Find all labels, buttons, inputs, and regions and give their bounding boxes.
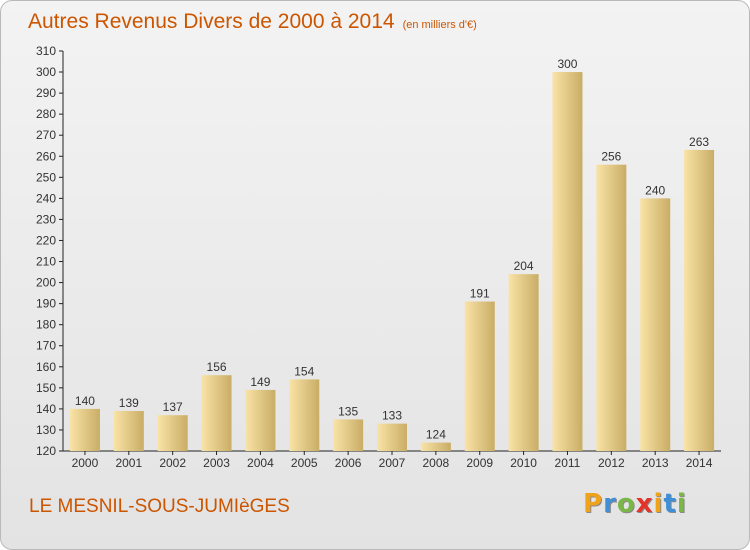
y-tick-label: 230 — [36, 212, 56, 226]
bar-value-label: 256 — [601, 150, 621, 164]
bar-value-label: 156 — [207, 360, 227, 374]
bar — [157, 415, 188, 451]
x-tick-label: 2010 — [510, 456, 537, 470]
bar — [420, 442, 451, 451]
bar-value-label: 149 — [250, 375, 270, 389]
bar-value-label: 137 — [163, 400, 183, 414]
bar — [640, 198, 671, 451]
logo-letter: i — [676, 489, 687, 519]
bar-value-label: 191 — [470, 287, 490, 301]
y-tick-label: 260 — [36, 149, 56, 163]
y-tick-label: 150 — [36, 381, 56, 395]
bar — [464, 301, 495, 451]
x-tick-label: 2011 — [555, 456, 581, 470]
y-tick-label: 200 — [36, 276, 56, 290]
chart-title: Autres Revenus Divers de 2000 à 2014 — [28, 10, 395, 33]
y-tick-label: 310 — [36, 44, 56, 58]
x-tick-label: 2000 — [72, 456, 99, 470]
y-tick-label: 180 — [36, 318, 56, 332]
x-tick-label: 2004 — [247, 456, 274, 470]
y-tick-label: 270 — [36, 128, 56, 142]
y-tick-label: 130 — [36, 423, 56, 437]
bar-value-label: 140 — [75, 394, 95, 408]
logo-letter: x — [635, 489, 654, 519]
x-tick-label: 2002 — [159, 456, 186, 470]
bar — [684, 149, 715, 451]
location-label: LE MESNIL-SOUS-JUMIèGES — [29, 496, 290, 517]
x-tick-label: 2005 — [291, 456, 318, 470]
logo-letter: r — [603, 489, 617, 519]
bar-value-label: 124 — [426, 428, 446, 442]
bar — [333, 419, 364, 451]
bar — [289, 379, 320, 451]
y-tick-label: 120 — [36, 444, 56, 458]
y-tick-label: 250 — [36, 170, 56, 184]
logo-letter: t — [663, 489, 677, 519]
y-tick-label: 300 — [36, 65, 56, 79]
bar-value-label: 154 — [294, 364, 314, 378]
bar — [69, 408, 100, 451]
chart-unit: (en milliers d'€) — [402, 19, 477, 31]
bar — [377, 423, 407, 451]
x-tick-label: 2006 — [335, 456, 362, 470]
y-tick-label: 280 — [36, 107, 56, 121]
y-tick-label: 240 — [36, 191, 56, 205]
x-tick-label: 2003 — [203, 456, 230, 470]
bar-value-label: 135 — [338, 404, 358, 418]
title-row: Autres Revenus Divers de 2000 à 2014 (en … — [28, 10, 477, 34]
x-tick-label: 2014 — [686, 456, 713, 470]
bar — [245, 389, 276, 451]
logo-letter: i — [653, 489, 664, 519]
proxiti-logo[interactable]: Proxiti — [583, 489, 687, 519]
bar-value-label: 240 — [645, 183, 665, 197]
y-tick-label: 170 — [36, 339, 56, 353]
logo-letter: o — [616, 489, 636, 519]
x-tick-label: 2009 — [466, 456, 493, 470]
bar — [201, 375, 232, 451]
y-tick-label: 210 — [36, 255, 56, 269]
bar-value-label: 139 — [119, 396, 139, 410]
y-tick-label: 190 — [36, 297, 56, 311]
x-tick-label: 2012 — [598, 456, 625, 470]
bar-value-label: 204 — [514, 259, 534, 273]
x-tick-label: 2007 — [379, 456, 406, 470]
bar — [508, 274, 539, 451]
y-tick-label: 220 — [36, 233, 56, 247]
bar — [552, 72, 583, 451]
x-tick-label: 2001 — [115, 456, 142, 470]
y-tick-label: 140 — [36, 402, 56, 416]
bar-value-label: 133 — [382, 409, 402, 423]
bar — [113, 411, 144, 451]
bar-value-label: 300 — [557, 57, 577, 71]
x-tick-label: 2008 — [423, 456, 450, 470]
y-tick-label: 290 — [36, 86, 56, 100]
x-tick-label: 2013 — [642, 456, 669, 470]
bar — [596, 164, 627, 451]
y-tick-label: 160 — [36, 360, 56, 374]
bar-value-label: 263 — [689, 135, 709, 149]
logo-letter: P — [583, 489, 604, 519]
